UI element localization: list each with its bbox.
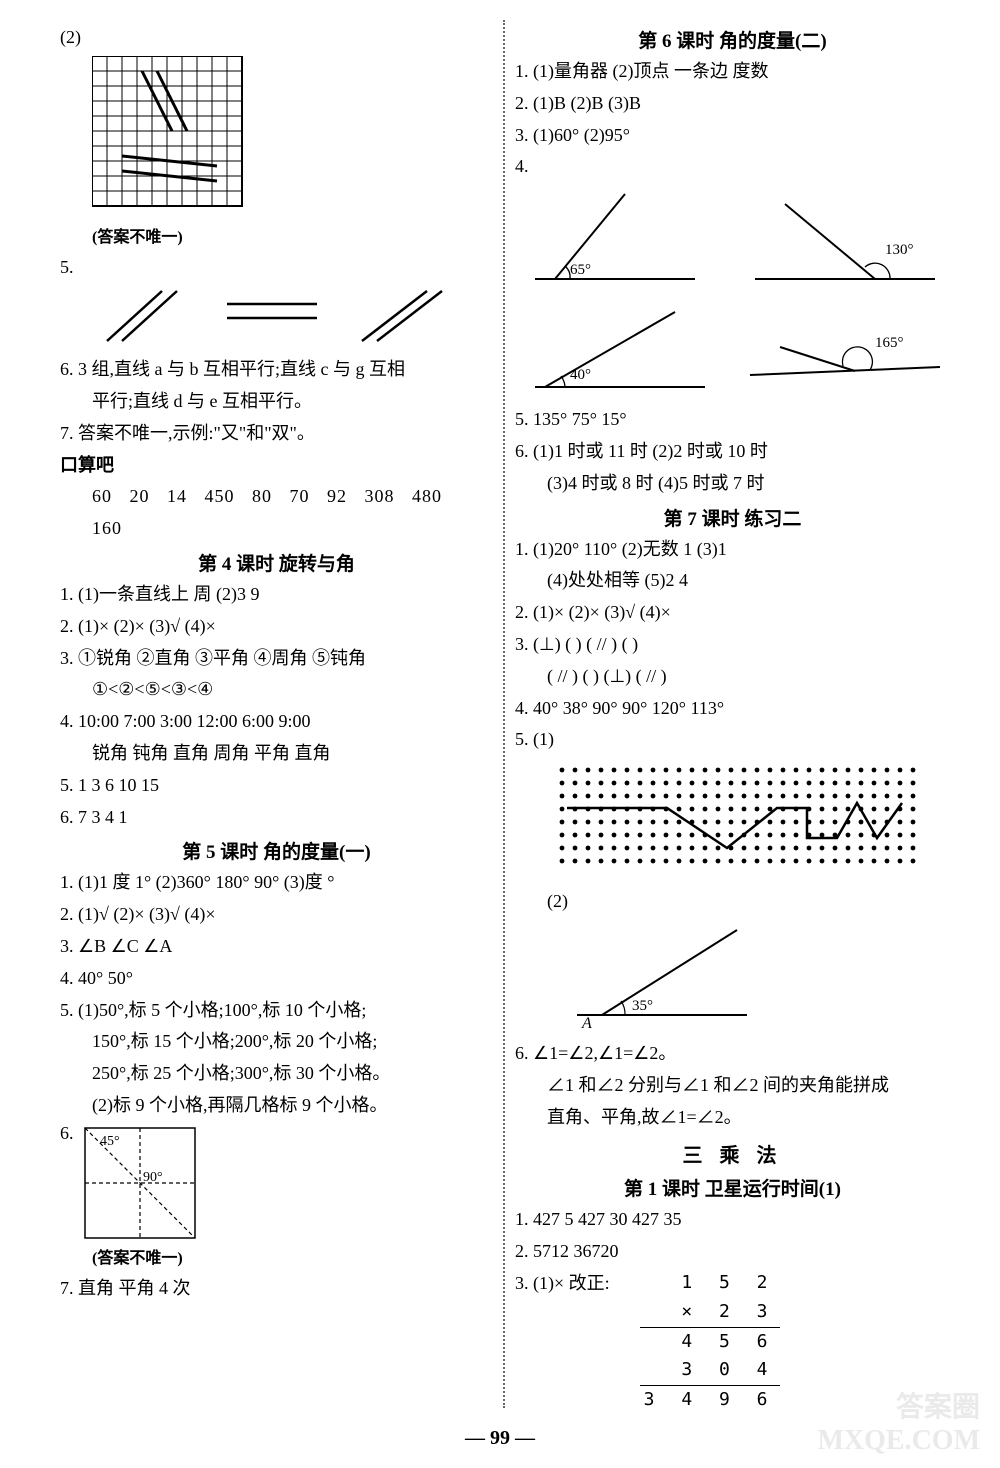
- angle-40-svg: 40°: [515, 297, 715, 397]
- l7-5-2-label: (2): [515, 887, 950, 916]
- angle-165-label: 165°: [875, 335, 904, 351]
- watermark: 答案圈 MXQE.COM: [817, 1391, 980, 1458]
- angle-90-label: 90°: [143, 1170, 163, 1185]
- l5-1: 1. (1)1 度 1° (2)360° 180° 90° (3)度 °: [60, 868, 493, 897]
- watermark-bottom: MXQE.COM: [817, 1424, 980, 1458]
- l5-6-row: 6. 45° 90°: [60, 1123, 493, 1243]
- l5-7: 7. 直角 平角 4 次: [60, 1274, 493, 1303]
- page-number-value: 99: [490, 1427, 510, 1449]
- l6-4-label: 4.: [515, 152, 950, 181]
- l7-6c: 直角、平角,故∠1=∠2。: [515, 1103, 950, 1132]
- angle-165-svg: 165°: [745, 297, 945, 397]
- l7-3b: ( // ) ( ) (⊥) ( // ): [515, 662, 950, 691]
- l4-3b: ①<②<⑤<③<④: [60, 675, 493, 704]
- q7-line: 7. 答案不唯一,示例:"又"和"双"。: [60, 419, 493, 448]
- l6-2: 2. (1)B (2)B (3)B: [515, 89, 950, 118]
- q6-line1: 6. 3 组,直线 a 与 b 互相平行;直线 c 与 g 互相: [60, 355, 493, 384]
- angle-35-svg: A 35°: [547, 920, 767, 1030]
- s3-1: 1. 427 5 427 30 427 35: [515, 1205, 950, 1234]
- l7-3a: 3. (⊥) ( ) ( // ) ( ): [515, 630, 950, 659]
- angle-130-svg: 130°: [745, 189, 945, 289]
- mult-r2: × 2 3: [640, 1298, 780, 1327]
- angle-65-label: 65°: [570, 262, 591, 278]
- l4-4b: 锐角 钝角 直角 周角 平角 直角: [60, 739, 493, 768]
- lesson6-title: 第 6 课时 角的度量(二): [515, 26, 950, 53]
- q5-figure: [92, 286, 493, 351]
- l5-5a: 5. (1)50°,标 5 个小格;100°,标 10 个小格;: [60, 996, 493, 1025]
- l4-6: 6. 7 3 4 1: [60, 803, 493, 832]
- angle-35-label: 35°: [632, 998, 653, 1014]
- mult-r1: 1 5 2: [640, 1269, 780, 1298]
- l7-5-dots: [547, 758, 950, 883]
- kousuan-row2: 160: [60, 514, 493, 543]
- lesson7-title: 第 7 课时 练习二: [515, 504, 950, 531]
- l6-4-row1: 65° 130°: [515, 189, 950, 289]
- l4-3a: 3. ①锐角 ②直角 ③平角 ④周角 ⑤钝角: [60, 644, 493, 673]
- s3-2: 2. 5712 36720: [515, 1237, 950, 1266]
- angle-40-label: 40°: [570, 367, 591, 383]
- mult-r4: 3 0 4: [640, 1356, 780, 1385]
- l5-4: 4. 40° 50°: [60, 964, 493, 993]
- l7-2: 2. (1)× (2)× (3)√ (4)×: [515, 598, 950, 627]
- q6-line2: 平行;直线 d 与 e 互相平行。: [60, 387, 493, 416]
- q2-note: (答案不唯一): [60, 225, 493, 251]
- q5-svg: [92, 286, 472, 346]
- grid-svg: [92, 56, 252, 216]
- l5-5b: 150°,标 15 个小格;200°,标 20 个小格;: [60, 1027, 493, 1056]
- dots-svg: [547, 758, 947, 878]
- left-column: (2): [50, 20, 505, 1408]
- watermark-top: 答案圈: [817, 1391, 980, 1425]
- l7-4: 4. 40° 38° 90° 90° 120° 113°: [515, 694, 950, 723]
- l5-5d: (2)标 9 个小格,再隔几格标 9 个小格。: [60, 1091, 493, 1120]
- mult-r5: 3 4 9 6: [640, 1385, 780, 1415]
- l5-2: 2. (1)√ (2)× (3)√ (4)×: [60, 900, 493, 929]
- l7-5-label: 5. (1): [515, 725, 950, 754]
- angle-A-letter: A: [581, 1015, 592, 1030]
- kousuan-title: 口算吧: [60, 451, 493, 480]
- lesson3-1-title: 第 1 课时 卫星运行时间(1): [515, 1174, 950, 1201]
- mult-table: 1 5 2 × 2 3 4 5 6 3 0 4 3 4 9 6: [640, 1269, 780, 1415]
- l4-4a: 4. 10:00 7:00 3:00 12:00 6:00 9:00: [60, 707, 493, 736]
- l5-6-label: 6.: [60, 1123, 74, 1144]
- l6-3: 3. (1)60° (2)95°: [515, 121, 950, 150]
- l6-1: 1. (1)量角器 (2)顶点 一条边 度数: [515, 57, 950, 86]
- angle-65-svg: 65°: [515, 189, 715, 289]
- angle-45-label: 45°: [100, 1134, 120, 1149]
- l6-5: 5. 135° 75° 15°: [515, 405, 950, 434]
- section3-title: 三 乘 法: [515, 1139, 950, 1168]
- l6-6b: (3)4 时或 8 时 (4)5 时或 7 时: [515, 469, 950, 498]
- s3-3-label: 3. (1)× 改正:: [515, 1269, 610, 1298]
- l6-6a: 6. (1)1 时或 11 时 (2)2 时或 10 时: [515, 437, 950, 466]
- q2-label: (2): [60, 23, 493, 52]
- l5-3: 3. ∠B ∠C ∠A: [60, 932, 493, 961]
- angle-130-label: 130°: [885, 242, 914, 258]
- l7-6b: ∠1 和∠2 分别与∠1 和∠2 间的夹角能拼成: [515, 1071, 950, 1100]
- l4-5: 5. 1 3 6 10 15: [60, 771, 493, 800]
- kousuan-row1: 60 20 14 450 80 70 92 308 480: [60, 482, 493, 511]
- l6-4-row2: 40° 165°: [515, 297, 950, 397]
- mult-r3: 4 5 6: [640, 1327, 780, 1357]
- lesson5-title: 第 5 课时 角的度量(一): [60, 837, 493, 864]
- l5-6-svg: 45° 90°: [80, 1123, 200, 1243]
- right-column: 第 6 课时 角的度量(二) 1. (1)量角器 (2)顶点 一条边 度数 2.…: [505, 20, 960, 1408]
- l7-5-2-figure: A 35°: [547, 920, 950, 1035]
- q2-grid-figure: [92, 56, 493, 221]
- l7-1b: (4)处处相等 (5)2 4: [515, 566, 950, 595]
- l5-6-note: (答案不唯一): [60, 1246, 493, 1272]
- lesson4-title: 第 4 课时 旋转与角: [60, 549, 493, 576]
- l4-1: 1. (1)一条直线上 周 (2)3 9: [60, 580, 493, 609]
- l4-2: 2. (1)× (2)× (3)√ (4)×: [60, 612, 493, 641]
- l7-6a: 6. ∠1=∠2,∠1=∠2。: [515, 1039, 950, 1068]
- l5-5c: 250°,标 25 个小格;300°,标 30 个小格。: [60, 1059, 493, 1088]
- page: (2): [0, 0, 1000, 1468]
- q5-label: 5.: [60, 253, 493, 282]
- page-number: — 99 —: [465, 1427, 535, 1450]
- l7-1a: 1. (1)20° 110° (2)无数 1 (3)1: [515, 535, 950, 564]
